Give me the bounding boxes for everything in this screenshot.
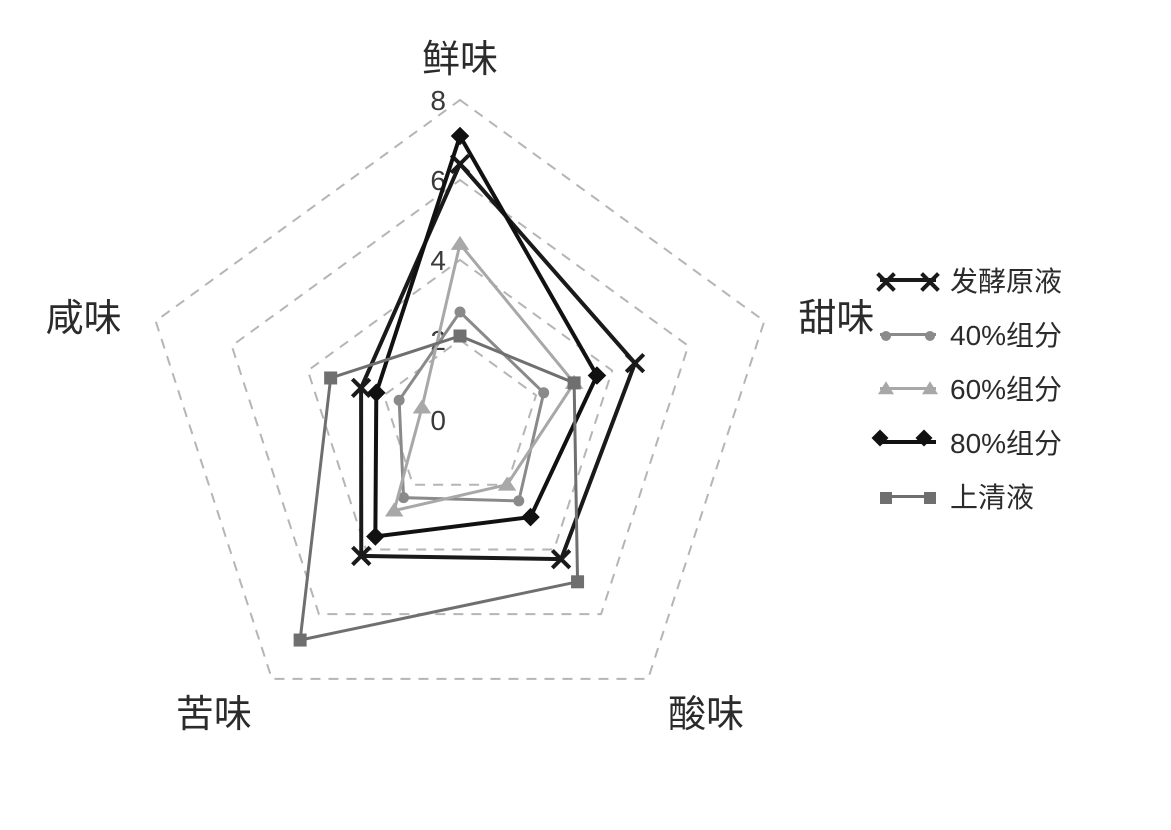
legend-item: 发酵原液 [880,260,1062,300]
legend-swatch [880,440,936,444]
legend-label: 发酵原液 [950,260,1062,300]
legend-label: 40%组分 [950,314,1062,354]
axis-label-bitter: 苦味 [176,694,252,736]
series-line [300,336,577,640]
legend-item: 60%组分 [880,368,1062,408]
legend-swatch [880,387,936,390]
marker-circle [394,395,404,405]
axis-label-umami: 鲜味 [422,39,498,81]
marker-square [325,372,337,384]
marker-triangle [452,237,469,250]
marker-circle [514,496,524,506]
marker-circle [539,388,549,398]
legend-swatch [880,333,936,336]
legend-label: 上清液 [950,476,1034,516]
legend-label: 80%组分 [950,422,1062,462]
legend: 发酵原液 40%组分 60%组分 80%组分上清液 [880,260,1062,530]
scale-tick-label: 0 [430,405,446,436]
marker-diamond [588,367,605,384]
marker-triangle [414,400,431,413]
scale-tick-label: 4 [430,245,446,276]
axis-label-salty: 咸味 [46,298,122,340]
legend-item: 80%组分 [880,422,1062,462]
grid-ring [308,260,612,549]
marker-square [568,377,580,389]
marker-triangle [499,478,516,491]
marker-square [454,330,466,342]
legend-label: 60%组分 [950,368,1062,408]
marker-circle [455,307,465,317]
axis-label-sweet: 甜味 [798,298,874,340]
marker-square [294,634,306,646]
legend-item: 40%组分 [880,314,1062,354]
axis-label-sour: 酸味 [668,694,744,736]
marker-diamond [451,127,468,144]
legend-swatch [880,495,936,498]
marker-diamond [522,509,539,526]
marker-diamond [368,384,385,401]
scale-tick-label: 8 [430,85,446,116]
marker-square [572,576,584,588]
series-line [394,244,574,511]
marker-diamond [367,528,384,545]
legend-swatch [880,278,936,282]
radar-chart-stage: 02468鲜味甜味酸味苦味咸味 发酵原液40%组分60%组分80%组分上清液 [0,0,1171,830]
legend-item: 上清液 [880,476,1062,516]
